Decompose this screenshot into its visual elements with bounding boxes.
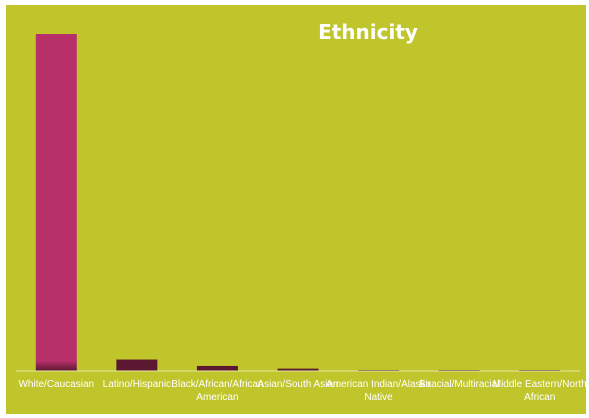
tick-label-5-line-0: Biracial/Multiracial <box>419 379 500 390</box>
tick-label-4-line-1: Native <box>364 392 393 403</box>
tick-label-3-line-0: Asian/South Asian <box>257 379 338 390</box>
chart-title: Ethnicity <box>318 20 418 44</box>
tick-label-6: Middle Eastern/North African <box>493 379 586 403</box>
tick-label-4: American Indian/Alaska Native <box>326 379 431 403</box>
tick-label-6-line-1: African <box>524 392 555 403</box>
tick-label-6-line-0: Middle Eastern/North <box>493 379 586 390</box>
tick-label-0: White/Caucasian <box>18 379 94 390</box>
tick-label-2: Black/African/African American <box>171 379 263 403</box>
bars-group <box>35 34 561 371</box>
bar-2 <box>196 365 238 371</box>
tick-label-5: Biracial/Multiracial <box>419 379 500 390</box>
bar-4 <box>358 369 400 371</box>
tick-label-2-line-1: American <box>196 392 238 403</box>
chart-frame: Ethnicity White/Caucasian Latino/Hispanic… <box>6 5 586 414</box>
bar-1 <box>116 359 158 371</box>
tick-label-3: Asian/South Asian <box>257 379 338 390</box>
bar-0 <box>35 34 77 371</box>
tick-label-2-line-0: Black/African/African <box>171 379 263 390</box>
tick-label-1: Latino/Hispanic <box>103 379 171 390</box>
bar-chart: Ethnicity White/Caucasian Latino/Hispanic… <box>16 20 586 403</box>
bar-3 <box>277 368 319 371</box>
bar-5 <box>438 369 480 371</box>
tick-label-4-line-0: American Indian/Alaska <box>326 379 431 390</box>
bar-6 <box>519 369 561 371</box>
tick-labels-group: White/Caucasian Latino/Hispanic Black/Afri… <box>18 379 586 403</box>
tick-label-0-line-0: White/Caucasian <box>18 379 94 390</box>
tick-label-1-line-0: Latino/Hispanic <box>103 379 171 390</box>
